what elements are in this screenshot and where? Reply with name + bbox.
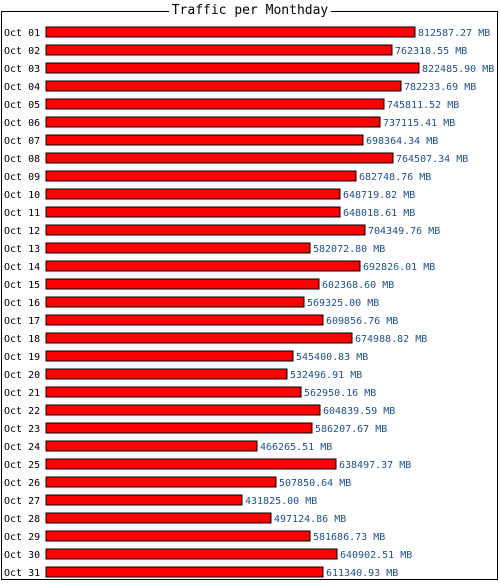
bar xyxy=(45,440,258,452)
bar xyxy=(45,332,353,344)
bar xyxy=(45,494,243,506)
chart-title: Traffic per Monthday xyxy=(0,3,500,19)
value-label: 582072.80 MB xyxy=(313,244,385,255)
value-label: 682748.76 MB xyxy=(359,172,431,183)
bar xyxy=(45,548,338,560)
value-label: 611340.93 MB xyxy=(326,568,398,579)
value-label: 532496.91 MB xyxy=(290,370,362,381)
value-label: 648719.82 MB xyxy=(343,190,415,201)
category-label: Oct 06 xyxy=(4,118,40,129)
category-label: Oct 28 xyxy=(4,514,40,525)
category-label: Oct 27 xyxy=(4,496,40,507)
value-label: 704349.76 MB xyxy=(368,226,440,237)
category-label: Oct 02 xyxy=(4,46,40,57)
category-label: Oct 01 xyxy=(4,28,40,39)
category-label: Oct 29 xyxy=(4,532,40,543)
value-label: 764507.34 MB xyxy=(396,154,468,165)
value-label: 466265.51 MB xyxy=(260,442,332,453)
category-label: Oct 22 xyxy=(4,406,40,417)
value-label: 569325.00 MB xyxy=(307,298,379,309)
value-label: 692826.01 MB xyxy=(363,262,435,273)
bar xyxy=(45,188,341,200)
category-label: Oct 11 xyxy=(4,208,40,219)
category-label: Oct 23 xyxy=(4,424,40,435)
category-label: Oct 17 xyxy=(4,316,40,327)
value-label: 698364.34 MB xyxy=(366,136,438,147)
category-label: Oct 25 xyxy=(4,460,40,471)
category-label: Oct 24 xyxy=(4,442,40,453)
value-label: 545400.83 MB xyxy=(296,352,368,363)
bar xyxy=(45,98,385,110)
category-label: Oct 12 xyxy=(4,226,40,237)
bar xyxy=(45,368,288,380)
value-label: 648018.61 MB xyxy=(343,208,415,219)
bar xyxy=(45,350,294,362)
value-label: 674988.82 MB xyxy=(355,334,427,345)
value-label: 762318.55 MB xyxy=(395,46,467,57)
value-label: 507850.64 MB xyxy=(279,478,351,489)
bar xyxy=(45,260,361,272)
category-label: Oct 26 xyxy=(4,478,40,489)
value-label: 497124.86 MB xyxy=(274,514,346,525)
value-label: 745811.52 MB xyxy=(387,100,459,111)
bar xyxy=(45,80,402,92)
bar xyxy=(45,62,420,74)
category-label: Oct 19 xyxy=(4,352,40,363)
value-label: 431825.00 MB xyxy=(245,496,317,507)
bar xyxy=(45,134,364,146)
bar xyxy=(45,422,313,434)
value-label: 737115.41 MB xyxy=(383,118,455,129)
category-label: Oct 03 xyxy=(4,64,40,75)
bar xyxy=(45,530,311,542)
category-label: Oct 20 xyxy=(4,370,40,381)
value-label: 822485.90 MB xyxy=(422,64,494,75)
bar xyxy=(45,152,394,164)
category-label: Oct 10 xyxy=(4,190,40,201)
bar xyxy=(45,566,324,578)
bar xyxy=(45,404,321,416)
value-label: 609856.76 MB xyxy=(326,316,398,327)
category-label: Oct 07 xyxy=(4,136,40,147)
category-label: Oct 05 xyxy=(4,100,40,111)
bar xyxy=(45,314,324,326)
category-label: Oct 15 xyxy=(4,280,40,291)
value-label: 812587.27 MB xyxy=(418,28,490,39)
bar xyxy=(45,116,381,128)
category-label: Oct 13 xyxy=(4,244,40,255)
bar xyxy=(45,242,311,254)
value-label: 604839.59 MB xyxy=(323,406,395,417)
value-label: 782233.69 MB xyxy=(404,82,476,93)
category-label: Oct 31 xyxy=(4,568,40,579)
category-label: Oct 16 xyxy=(4,298,40,309)
bar xyxy=(45,386,302,398)
bar xyxy=(45,278,320,290)
category-label: Oct 18 xyxy=(4,334,40,345)
bar xyxy=(45,26,416,38)
bar xyxy=(45,44,393,56)
value-label: 640902.51 MB xyxy=(340,550,412,561)
category-label: Oct 09 xyxy=(4,172,40,183)
bar xyxy=(45,458,337,470)
bar xyxy=(45,296,305,308)
category-label: Oct 30 xyxy=(4,550,40,561)
bar xyxy=(45,224,366,236)
value-label: 562950.16 MB xyxy=(304,388,376,399)
category-label: Oct 04 xyxy=(4,82,40,93)
value-label: 586207.67 MB xyxy=(315,424,387,435)
bar xyxy=(45,170,357,182)
category-label: Oct 14 xyxy=(4,262,40,273)
bar xyxy=(45,476,277,488)
category-label: Oct 08 xyxy=(4,154,40,165)
value-label: 638497.37 MB xyxy=(339,460,411,471)
bar xyxy=(45,512,272,524)
category-label: Oct 21 xyxy=(4,388,40,399)
value-label: 602368.60 MB xyxy=(322,280,394,291)
bar xyxy=(45,206,341,218)
value-label: 581686.73 MB xyxy=(313,532,385,543)
